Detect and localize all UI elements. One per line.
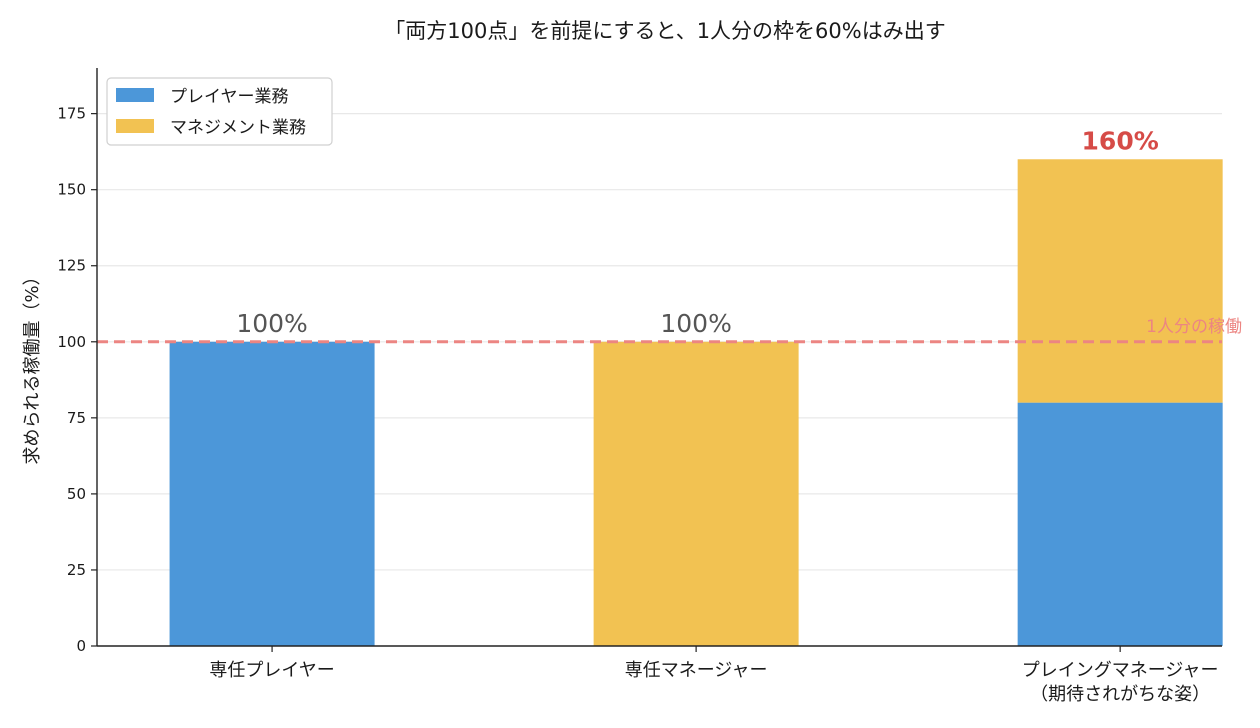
legend-swatch bbox=[116, 119, 154, 133]
legend-label: プレイヤー業務 bbox=[170, 87, 289, 107]
legend-box bbox=[106, 77, 333, 146]
reference-line: 1人分の稼働 bbox=[97, 317, 1242, 344]
x-tick-label: 専任プレイヤー bbox=[209, 660, 334, 681]
y-tick-label: 75 bbox=[67, 409, 86, 427]
axes bbox=[96, 68, 1222, 647]
legend-label: マネジメント業務 bbox=[170, 118, 306, 138]
y-tick-label: 25 bbox=[67, 561, 86, 579]
total-label: 100% bbox=[236, 309, 307, 338]
reference-line-label: 1人分の稼働 bbox=[1146, 317, 1242, 337]
x-tick-label-line: 専任マネージャー bbox=[625, 660, 768, 681]
y-tick-label: 125 bbox=[57, 257, 86, 275]
bar-segment bbox=[593, 341, 799, 646]
x-tick-label-line: （期待されがちな姿） bbox=[1030, 684, 1210, 705]
total-label: 100% bbox=[660, 309, 731, 338]
bar-segment bbox=[169, 341, 375, 646]
total-labels: 100% 100% 160% bbox=[236, 126, 1158, 338]
total-label: 160% bbox=[1082, 126, 1159, 155]
x-tick-label: 専任マネージャー bbox=[625, 660, 768, 681]
y-tick-label: 100 bbox=[57, 333, 86, 351]
y-tick-label: 0 bbox=[76, 637, 86, 655]
x-tick-label: プレイングマネージャー （期待されがちな姿） bbox=[1022, 660, 1219, 705]
x-tick-label-line: 専任プレイヤー bbox=[209, 660, 334, 681]
x-ticks: 専任プレイヤー 専任マネージャー プレイングマネージャー （期待されがちな姿） bbox=[209, 646, 1219, 705]
y-tick-label: 50 bbox=[67, 485, 86, 503]
chart-title: 「両方100点」を前提にすると、1人分の枠を60%はみ出す bbox=[384, 19, 946, 43]
y-tick-label: 175 bbox=[57, 105, 86, 123]
y-ticks: 0 25 50 75 100 125 150 175 bbox=[57, 105, 97, 655]
legend-swatch bbox=[116, 88, 154, 102]
bars bbox=[169, 159, 1223, 646]
bar-segment bbox=[1017, 402, 1223, 646]
x-tick-label-line: プレイングマネージャー bbox=[1022, 660, 1219, 681]
y-axis-label: 求められる稼働量（%） bbox=[22, 267, 43, 464]
bar-segment bbox=[1017, 159, 1223, 403]
y-tick-label: 150 bbox=[57, 181, 86, 199]
